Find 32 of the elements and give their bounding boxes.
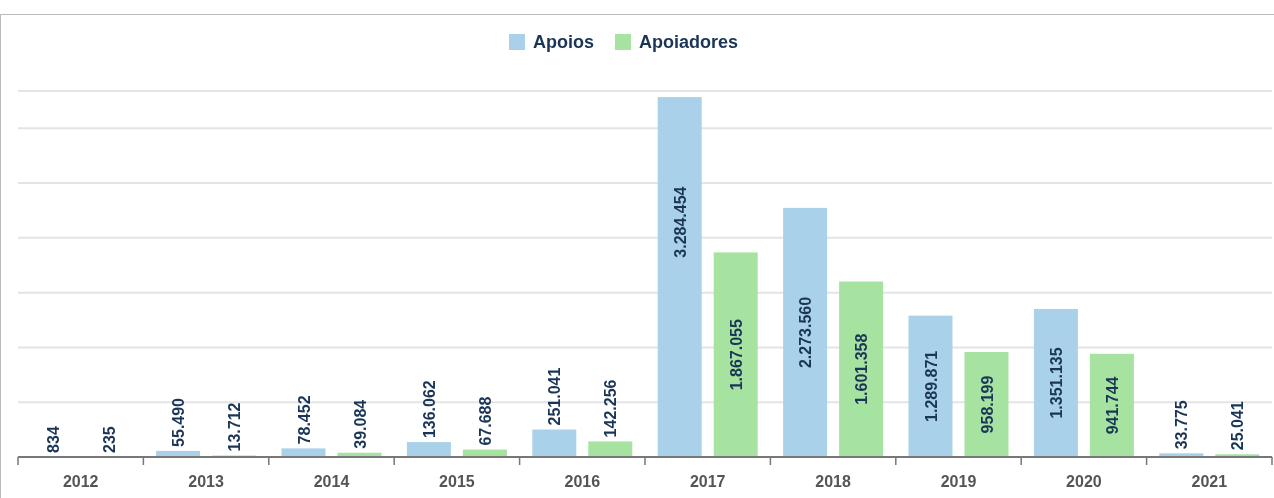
data-label: 78.452 <box>295 395 313 445</box>
legend-label: Apoios <box>533 32 594 52</box>
x-tick-label: 2021 <box>1191 473 1228 490</box>
x-tick-label: 2017 <box>689 473 726 490</box>
x-tick-label: 2020 <box>1066 473 1102 490</box>
data-label: 25.041 <box>1229 401 1247 451</box>
x-tick-label: 2014 <box>313 473 350 490</box>
data-label: 235 <box>100 426 118 453</box>
data-label: 958.199 <box>978 375 996 434</box>
data-label: 1.867.055 <box>727 319 745 391</box>
x-tick-label: 2012 <box>62 473 99 490</box>
data-label: 13.712 <box>226 402 244 452</box>
x-tick-label: 2016 <box>564 473 601 490</box>
data-label: 251.041 <box>546 367 564 426</box>
data-label: 2.273.560 <box>797 296 815 369</box>
data-label: 55.490 <box>170 397 188 447</box>
x-tick-label: 2013 <box>188 473 224 490</box>
data-label: 1.351.135 <box>1047 347 1065 419</box>
x-tick-label: 2019 <box>940 473 977 490</box>
data-label: 33.775 <box>1173 400 1191 450</box>
x-tick-label: 2018 <box>815 473 851 490</box>
data-label: 1.289.871 <box>922 350 940 422</box>
x-tick-label: 2015 <box>439 473 475 490</box>
data-label: 136.062 <box>420 380 438 439</box>
data-label: 1.601.358 <box>853 333 871 405</box>
data-label: 67.688 <box>476 396 494 446</box>
data-label: 39.084 <box>351 399 369 449</box>
data-label: 3.284.454 <box>671 186 689 258</box>
legend-label: Apoiadores <box>639 32 739 52</box>
data-label: 142.256 <box>602 379 620 438</box>
data-label: 941.744 <box>1103 376 1121 435</box>
data-label: 834 <box>44 426 62 453</box>
